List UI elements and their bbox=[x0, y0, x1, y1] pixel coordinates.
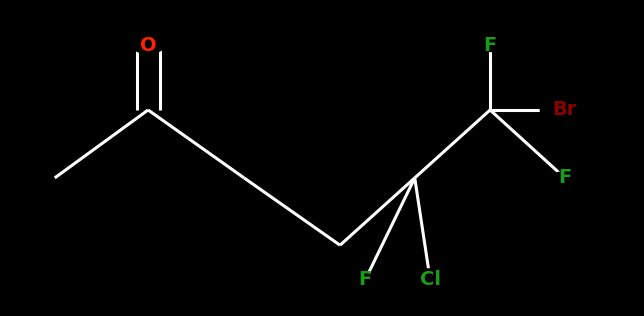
Text: F: F bbox=[558, 168, 571, 187]
Text: F: F bbox=[359, 270, 372, 289]
Text: O: O bbox=[140, 36, 156, 55]
Circle shape bbox=[408, 269, 453, 291]
Circle shape bbox=[132, 38, 164, 53]
Text: Cl: Cl bbox=[420, 270, 440, 289]
Circle shape bbox=[552, 172, 578, 184]
Circle shape bbox=[540, 98, 589, 122]
Circle shape bbox=[352, 274, 378, 286]
Text: F: F bbox=[484, 36, 497, 55]
Circle shape bbox=[477, 39, 503, 52]
Text: Br: Br bbox=[553, 100, 577, 119]
